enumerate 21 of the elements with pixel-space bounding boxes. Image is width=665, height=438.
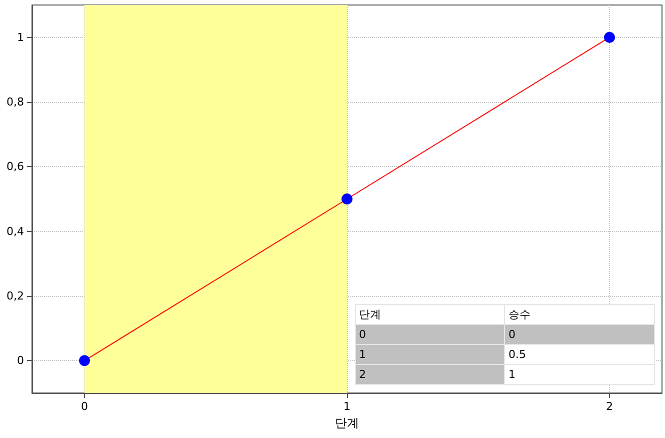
point	[342, 194, 352, 204]
x-tick-label: 0	[81, 400, 88, 413]
annotation: 단계	[356, 304, 505, 324]
y-tick-label: 0,2	[6, 290, 24, 302]
y-tick-label: 0	[17, 354, 24, 368]
annotation: 0.5	[504, 344, 654, 364]
annotation: 1	[356, 344, 505, 364]
point	[604, 32, 615, 43]
annotation: 0	[356, 324, 505, 344]
y-tick-label: 0,6	[6, 160, 24, 174]
y-tick-label: 0,4	[6, 224, 24, 238]
y-tick-label: 1	[17, 30, 24, 44]
annotation: 승수	[504, 304, 654, 324]
x-tick-label: 1	[344, 400, 350, 413]
x-axis-title: 단계	[335, 416, 359, 430]
point	[79, 355, 90, 366]
annotation: 2	[356, 364, 505, 384]
annotation: 1	[504, 364, 654, 384]
y-tick-label: 0,8	[6, 96, 24, 108]
annotation: 0	[504, 324, 654, 344]
x-tick-label: 2	[606, 400, 613, 413]
